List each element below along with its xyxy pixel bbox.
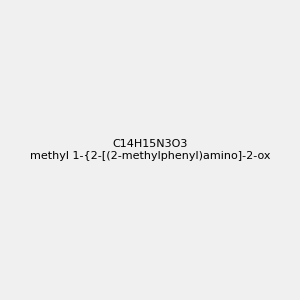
Text: C14H15N3O3
methyl 1-{2-[(2-methylphenyl)amino]-2-ox: C14H15N3O3 methyl 1-{2-[(2-methylphenyl)…: [30, 139, 270, 161]
